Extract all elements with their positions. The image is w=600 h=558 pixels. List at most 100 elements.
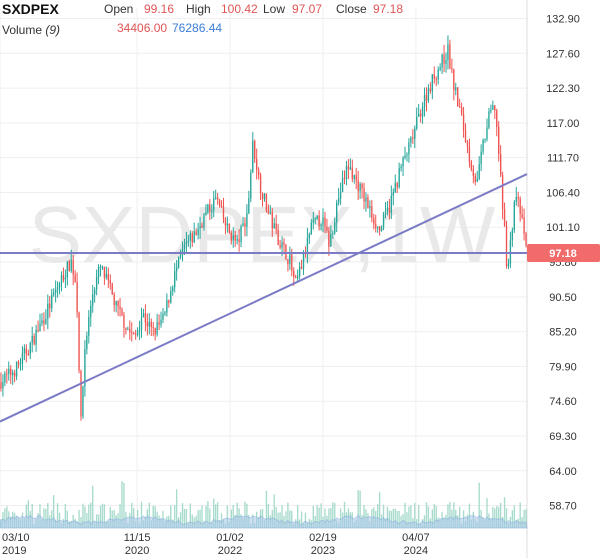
volume-bar <box>84 506 86 528</box>
volume-bar <box>283 515 285 528</box>
candle-body <box>425 94 428 101</box>
volume-bar <box>90 502 92 528</box>
volume-bar <box>332 502 334 528</box>
volume-bar <box>414 502 416 528</box>
candle-body <box>339 192 342 199</box>
volume-bar <box>300 511 303 528</box>
time-tick-year: 2020 <box>125 545 149 557</box>
volume-bar <box>449 501 451 528</box>
candle-body <box>52 292 55 295</box>
volume-bar <box>207 501 209 528</box>
volume-bar <box>199 509 201 528</box>
time-tick-year: 2024 <box>404 545 428 557</box>
candle-body <box>355 175 357 181</box>
candle-body <box>457 87 459 107</box>
candle-body <box>517 197 519 199</box>
volume-bar <box>267 503 270 528</box>
candle-body <box>291 254 293 271</box>
candle-body <box>298 266 301 277</box>
candle-body <box>486 127 488 140</box>
volume-bar <box>193 517 195 528</box>
candle-body <box>466 141 469 147</box>
candle-body <box>209 204 211 212</box>
trendline[interactable] <box>0 173 528 423</box>
candle-body <box>21 352 24 364</box>
candle-body <box>416 116 418 129</box>
candle-body <box>138 329 141 331</box>
candle-body <box>92 294 94 306</box>
price-tick-label: 106.40 <box>546 187 580 199</box>
candle-body <box>0 382 2 389</box>
candle-body <box>472 169 475 176</box>
candle-body <box>341 177 344 193</box>
candle-body <box>4 373 6 383</box>
candle-body <box>390 195 393 213</box>
candle-body <box>183 244 186 249</box>
close-value: 97.18 <box>373 2 404 16</box>
candle-body <box>136 330 139 335</box>
volume-bar <box>291 510 293 528</box>
volume-bar <box>197 510 199 528</box>
volume-bar <box>43 508 45 528</box>
candle-body <box>211 210 213 212</box>
candle-body <box>464 130 467 142</box>
candle-body <box>99 266 102 268</box>
price-axis[interactable]: 132.90 127.60 122.30 117.00 111.70 106.40 101.… <box>546 14 580 513</box>
volume-bar <box>431 509 434 528</box>
candle-body <box>179 255 182 257</box>
volume-bar <box>216 502 219 528</box>
candle-body <box>140 317 143 330</box>
candle-body <box>302 252 305 269</box>
candle-body <box>29 343 31 355</box>
candle-body <box>54 289 57 293</box>
candle-body <box>107 273 110 281</box>
last-price-tag: 97.18 <box>527 243 600 262</box>
symbol-name[interactable]: SXDPEX <box>2 1 59 17</box>
volume-bar <box>492 507 494 528</box>
candle-body <box>115 301 117 306</box>
volume-bar <box>316 505 318 528</box>
volume-bar <box>244 501 246 528</box>
candle-body <box>334 222 336 233</box>
candle-body <box>66 261 69 278</box>
candle-body <box>174 271 176 288</box>
candle-body <box>175 267 178 272</box>
candle-body <box>433 74 435 79</box>
volume-bar <box>519 502 521 528</box>
candle-body <box>224 218 227 226</box>
volume-bar <box>523 509 525 528</box>
candle-body <box>123 314 125 328</box>
candle-body <box>248 198 250 214</box>
candle-body <box>318 215 320 226</box>
candle-body <box>353 175 355 179</box>
candle-body <box>322 217 324 225</box>
candle-body <box>6 373 8 375</box>
close-label: Close <box>336 2 367 16</box>
candle-body <box>191 233 193 243</box>
volume-bar <box>408 506 410 528</box>
volume-bar <box>119 504 121 528</box>
candle-body <box>103 266 106 278</box>
volume-bar <box>109 506 111 528</box>
volume-bar <box>175 489 178 528</box>
candle-body <box>279 245 281 248</box>
candle-body <box>449 44 451 69</box>
candle-body <box>320 224 322 226</box>
volume-bar <box>433 503 435 528</box>
candle-body <box>396 183 398 188</box>
candle-body <box>404 155 406 158</box>
low-value: 97.07 <box>292 2 323 16</box>
candle-body <box>455 87 457 91</box>
volume-bar <box>78 509 80 528</box>
candle-body <box>337 198 340 203</box>
candle-body <box>505 225 508 267</box>
volume-bar <box>496 506 498 528</box>
candle-body <box>31 336 33 344</box>
candle-body <box>369 206 371 209</box>
candle-body <box>78 312 80 371</box>
candle-body <box>289 254 291 265</box>
candle-body <box>232 235 234 241</box>
volume-bar <box>66 510 69 528</box>
